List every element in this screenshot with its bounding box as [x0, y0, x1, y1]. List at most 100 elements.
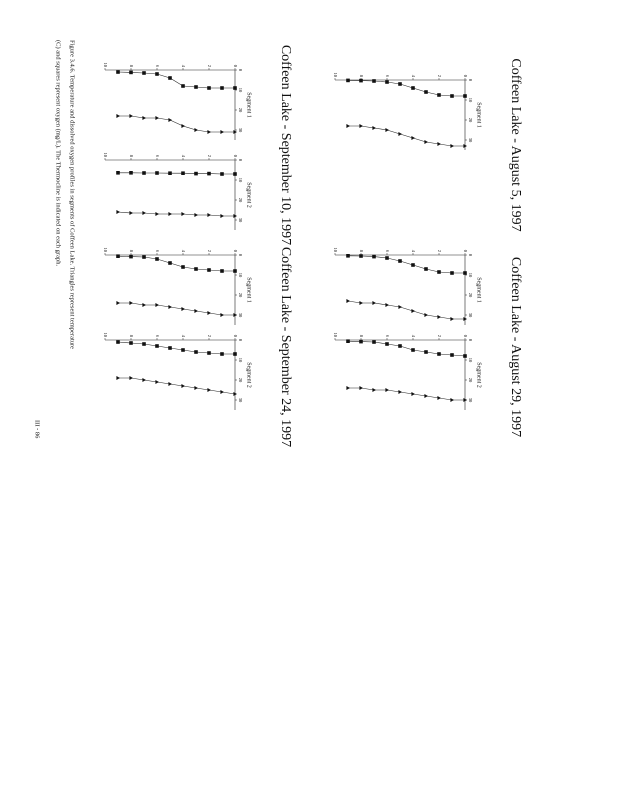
y-tick-label: 4 [411, 75, 416, 78]
oxygen-marker [411, 348, 415, 352]
oxygen-marker [155, 72, 159, 76]
oxygen-marker [116, 254, 120, 258]
temperature-marker [385, 303, 389, 307]
y-tick-label: 2 [437, 75, 442, 77]
y-tick-label: 2 [207, 250, 212, 252]
y-tick-label: 6 [385, 75, 390, 78]
temperature-marker [155, 212, 159, 216]
y-tick-label: 0 [463, 75, 468, 78]
y-tick-label: 10 [333, 248, 338, 253]
oxygen-marker [463, 271, 467, 275]
x-tick-label: 30 [468, 313, 473, 318]
oxygen-line [118, 172, 235, 175]
oxygen-marker [220, 86, 224, 90]
rotated-content: Figure 3.4.6. Temperature and dissolved … [34, 40, 523, 447]
x-tick-label: 20 [238, 198, 243, 203]
temperature-marker [385, 388, 389, 392]
oxygen-marker [168, 171, 172, 175]
temperature-marker [220, 130, 224, 134]
temperature-marker [424, 394, 428, 398]
x-tick-label: 20 [238, 293, 243, 298]
x-tick-label: 0 [468, 339, 473, 342]
x-tick-label: 10 [238, 273, 243, 278]
y-tick-label: 4 [181, 250, 186, 253]
temperature-marker [142, 116, 146, 120]
oxygen-marker [411, 86, 415, 90]
temperature-marker [207, 213, 211, 217]
temperature-marker [372, 388, 376, 392]
oxygen-marker [463, 94, 467, 98]
oxygen-marker [424, 267, 428, 271]
oxygen-marker [398, 344, 402, 348]
x-tick-label: 30 [468, 398, 473, 403]
temperature-marker [463, 398, 467, 402]
temperature-line [348, 125, 465, 147]
y-tick-label: 10 [103, 153, 108, 158]
y-tick-label: 6 [155, 65, 160, 68]
oxygen-marker [450, 353, 454, 357]
temperature-marker [424, 140, 428, 144]
page-number: III - 86 [34, 420, 41, 439]
y-tick-label: 0 [233, 65, 238, 68]
temperature-marker [463, 144, 467, 148]
oxygen-marker [181, 348, 185, 352]
temperature-marker [116, 114, 120, 118]
temperature-line [117, 211, 235, 217]
y-tick-label: 0 [233, 155, 238, 158]
temperature-marker [142, 303, 146, 307]
x-tick-label: 20 [468, 378, 473, 383]
oxygen-marker [372, 79, 376, 83]
x-tick-label: 10 [238, 88, 243, 93]
temperature-marker [194, 309, 198, 313]
segment-label: Segment 2 [476, 362, 482, 388]
temperature-marker [207, 130, 211, 134]
y-tick-label: 0 [463, 250, 468, 253]
temperature-marker [155, 116, 159, 120]
temperature-marker [155, 303, 159, 307]
oxygen-line [347, 80, 465, 97]
panel-title: Coffeen Lake - August 5, 1997 [508, 58, 523, 231]
oxygen-marker [116, 70, 120, 74]
segment-label: Segment 2 [246, 362, 252, 388]
segment-label: Segment 1 [476, 277, 482, 303]
oxygen-marker [116, 171, 120, 175]
oxygen-marker [359, 339, 363, 344]
temperature-marker [450, 398, 454, 402]
oxygen-marker [194, 350, 198, 354]
x-tick-label: 20 [468, 118, 473, 123]
temperature-marker [411, 136, 415, 140]
temperature-marker [450, 317, 454, 321]
temperature-marker [116, 376, 120, 380]
oxygen-marker [385, 80, 389, 84]
segment-label: Segment 1 [246, 277, 252, 303]
oxygen-marker [155, 344, 159, 348]
temperature-marker [233, 313, 237, 317]
oxygen-line [117, 255, 235, 272]
oxygen-marker [207, 86, 211, 90]
panel-title: Coffeen Lake - September 10, 1997 [278, 45, 293, 245]
x-tick-label: 0 [238, 159, 243, 162]
temperature-line [118, 377, 236, 395]
oxygen-line [117, 341, 235, 355]
oxygen-marker [181, 265, 185, 269]
oxygen-marker [220, 172, 224, 176]
temperature-marker [155, 380, 159, 384]
y-tick-label: 8 [129, 250, 134, 253]
x-tick-label: 10 [468, 273, 473, 278]
oxygen-marker [181, 171, 185, 175]
temperature-marker [359, 124, 363, 128]
oxygen-marker [129, 171, 133, 175]
oxygen-marker [233, 172, 237, 176]
oxygen-marker [463, 354, 467, 358]
oxygen-marker [194, 85, 198, 89]
oxygen-marker [233, 86, 237, 90]
x-tick-label: 30 [238, 218, 243, 223]
temperature-marker [359, 301, 363, 305]
oxygen-marker [385, 256, 389, 260]
x-tick-label: 0 [468, 254, 473, 257]
temperature-marker [194, 128, 198, 132]
panel-title: Coffeen Lake - August 29, 1997 [508, 257, 523, 437]
oxygen-marker [398, 259, 402, 263]
